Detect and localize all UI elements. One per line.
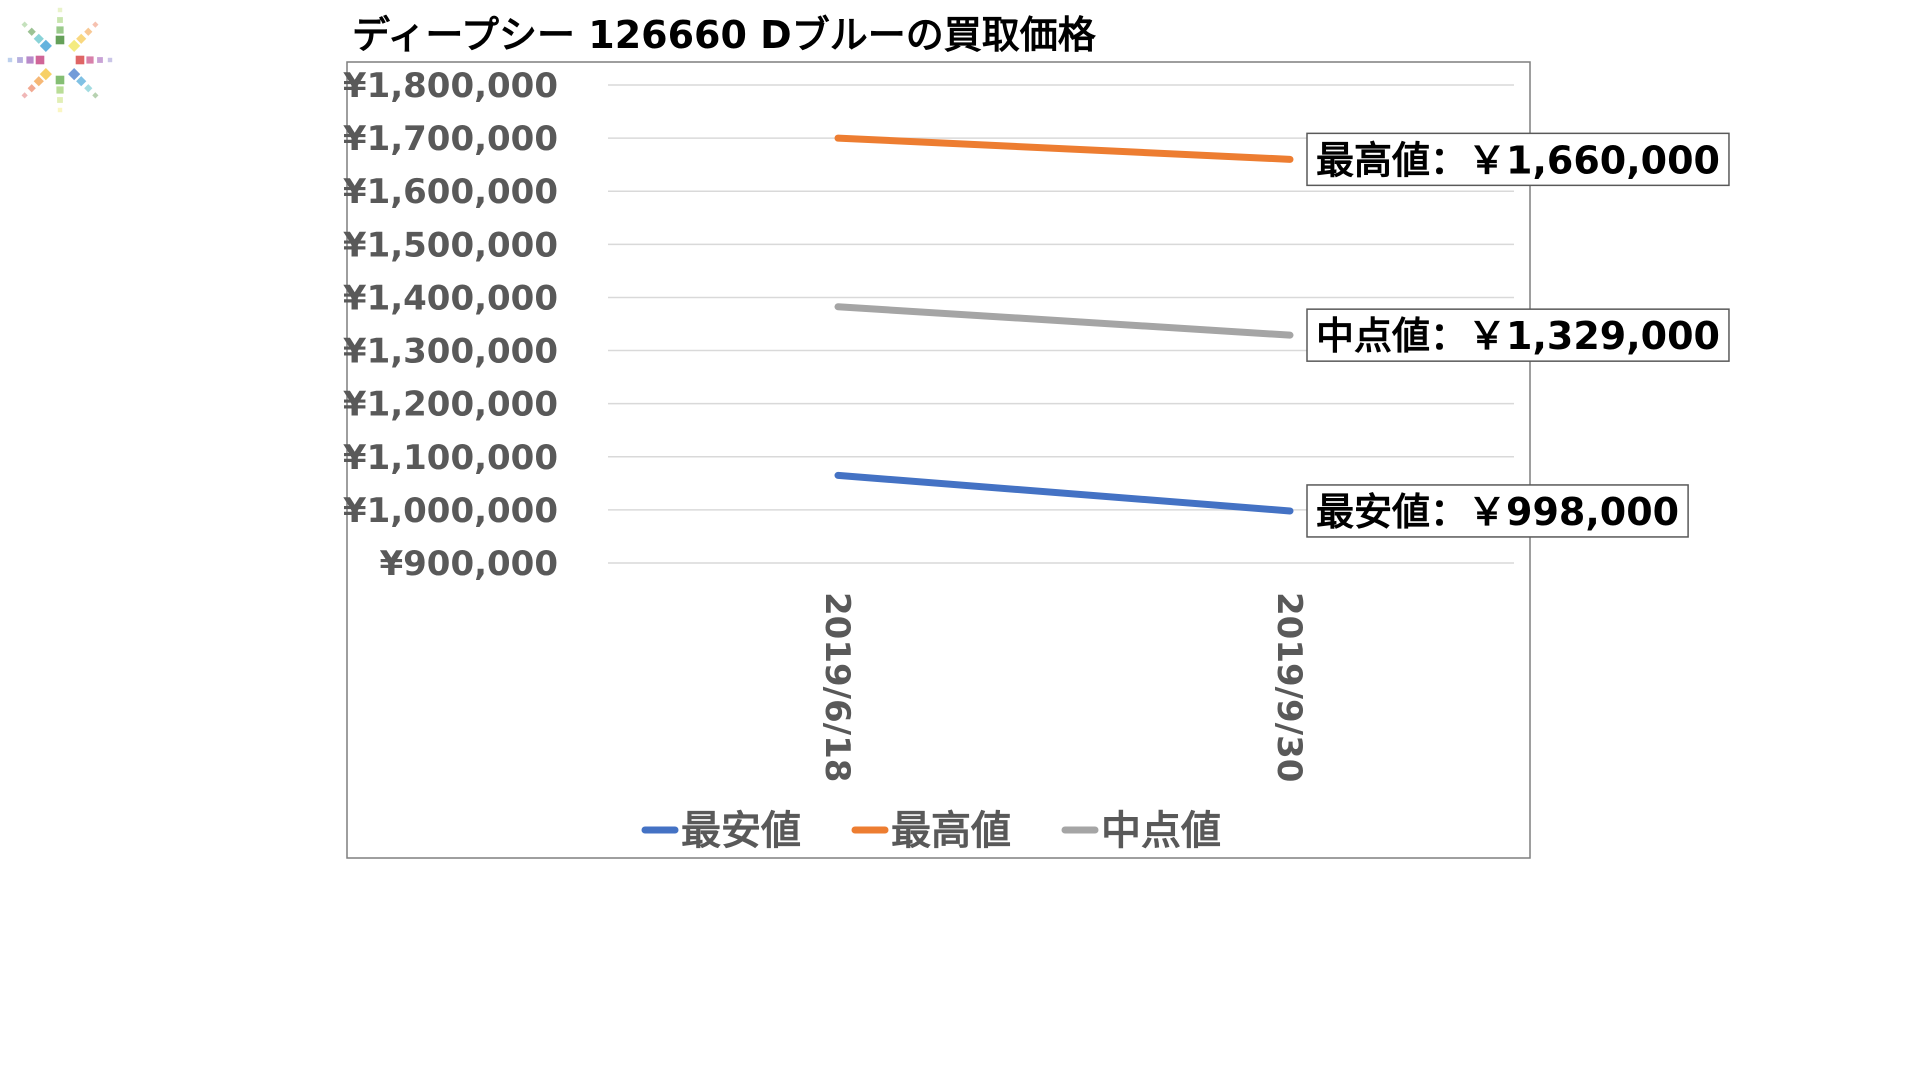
logo-tile [107, 57, 113, 63]
legend-label: 中点値 [1101, 808, 1221, 854]
y-tick-label: ¥1,300,000 [343, 332, 558, 372]
logo-tile [35, 55, 45, 65]
y-tick-label: ¥1,000,000 [343, 491, 558, 531]
annotation-frame [1306, 308, 1730, 362]
logo-tile [57, 17, 63, 23]
logo-tile [7, 57, 13, 63]
logo-tile [56, 26, 64, 34]
chart-title: ディープシー 126660 Dブルーの買取価格 [352, 13, 1097, 57]
y-tick-label: ¥1,500,000 [343, 225, 558, 265]
logo-tile [39, 39, 52, 52]
data-annotations: 最高値：￥1,660,000 中点値：￥1,329,000 最安値：￥998,000 [1306, 132, 1730, 538]
logo-tile [21, 21, 28, 28]
chart-frame [346, 61, 1531, 859]
brand-logo-icon [7, 7, 113, 113]
logo-tile [17, 57, 23, 63]
logo-tile [57, 7, 63, 13]
legend-item-0: 最安値 [641, 808, 801, 854]
annotation-box: 最高値：￥1,660,000 [1306, 132, 1730, 187]
y-tick-label: ¥900,000 [379, 544, 558, 584]
x-tick-label: 2019/9/30 [1269, 592, 1309, 782]
y-tick-label: ¥1,600,000 [343, 172, 558, 212]
annotation-frame [1306, 132, 1730, 187]
logo-tile [27, 27, 36, 36]
legend: 最安値 最高値 中点値 [641, 808, 1221, 854]
logo-tile [57, 97, 63, 103]
y-tick-label: ¥1,200,000 [343, 385, 558, 425]
logo-tile [55, 35, 65, 45]
series-line-2 [834, 303, 1294, 339]
logo-tile [84, 84, 93, 93]
legend-label: 最安値 [681, 808, 801, 854]
annotation-box: 最安値：￥998,000 [1306, 484, 1689, 538]
legend-item-2: 中点値 [1061, 808, 1221, 854]
logo-tile [97, 57, 103, 63]
series-line-1 [834, 134, 1294, 163]
logo-tile [55, 75, 65, 85]
x-axis-ticks: 2019/6/18 2019/9/30 [817, 592, 1309, 782]
gridlines [608, 84, 1514, 564]
y-tick-label: ¥1,700,000 [343, 119, 558, 159]
logo-tile [56, 86, 64, 94]
logo-tile [84, 27, 93, 36]
annotation-label: 中点値：￥1,329,000 [1316, 314, 1720, 358]
x-tick-label: 2019/6/18 [817, 592, 857, 782]
series-line-0 [834, 471, 1294, 515]
annotation-label: 最安値：￥998,000 [1316, 490, 1679, 534]
y-axis-ticks: ¥1,800,000 ¥1,700,000 ¥1,600,000 ¥1,500,000… [343, 66, 558, 584]
logo-tile [39, 68, 52, 81]
series-lines [834, 134, 1294, 515]
logo-tile [76, 33, 87, 44]
annotation-box: 中点値：￥1,329,000 [1306, 308, 1730, 362]
logo-tile [86, 56, 94, 64]
logo-tile [68, 39, 81, 52]
logo-tile [76, 76, 87, 87]
logo-tile [68, 68, 81, 81]
y-tick-label: ¥1,800,000 [343, 66, 558, 106]
legend-item-1: 最高値 [851, 808, 1011, 854]
legend-label: 最高値 [891, 808, 1011, 854]
y-tick-label: ¥1,400,000 [343, 278, 558, 318]
logo-tile [57, 107, 63, 113]
y-tick-label: ¥1,100,000 [343, 438, 558, 478]
logo-tile [33, 33, 44, 44]
annotation-frame [1306, 484, 1689, 538]
annotation-label: 最高値：￥1,660,000 [1316, 138, 1720, 182]
logo-tile [75, 55, 85, 65]
logo-tile [21, 92, 28, 99]
logo-tile [92, 92, 99, 99]
logo-tile [26, 56, 34, 64]
